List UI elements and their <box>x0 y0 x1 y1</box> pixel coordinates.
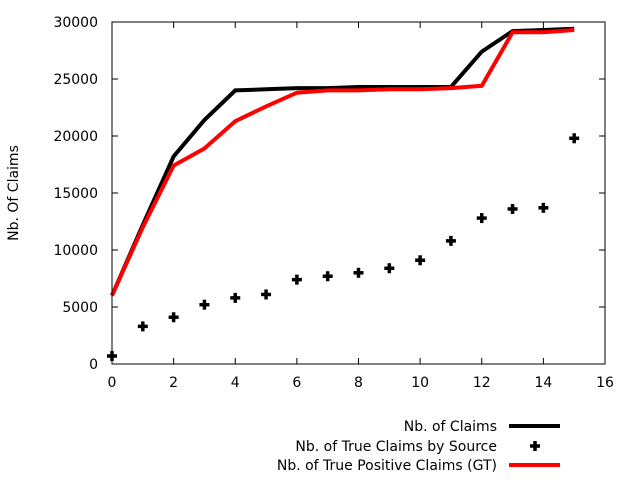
y-tick-label: 10000 <box>53 243 98 259</box>
scatter-point <box>168 312 179 323</box>
scatter-point <box>384 263 395 274</box>
y-axis-label: Nb. Of Claims <box>6 145 22 241</box>
scatter-point <box>569 133 580 144</box>
series-line-2 <box>110 28 575 297</box>
legend-swatch-point <box>530 441 540 451</box>
scatter-point <box>291 274 302 285</box>
x-tick-label: 12 <box>473 375 491 391</box>
y-tick-label: 15000 <box>53 186 98 202</box>
legend-label: Nb. of True Claims by Source <box>295 439 497 455</box>
scatter-point <box>415 255 426 266</box>
scatter-point <box>538 202 549 213</box>
legend-label: Nb. of Claims <box>404 419 497 435</box>
plot-frame <box>111 21 606 365</box>
x-tick-label: 2 <box>169 375 178 391</box>
x-tick-label: 10 <box>411 375 429 391</box>
y-tick-label: 30000 <box>53 15 98 31</box>
scatter-point <box>353 267 364 278</box>
tick-layer: 0 5000 10000 15000 20000 25000 30000 0 2 4 6 8 10 12 1… <box>53 15 614 391</box>
x-tick-label: 0 <box>108 375 117 391</box>
scatter-point <box>261 289 272 300</box>
y-tick-label: 25000 <box>53 72 98 88</box>
x-tick-label: 16 <box>596 375 614 391</box>
y-tick-label: 20000 <box>53 129 98 145</box>
legend: Nb. of Claims Nb. of True Claims by Sourc… <box>277 419 560 474</box>
x-tick-label: 8 <box>354 375 363 391</box>
scatter-point <box>476 213 487 224</box>
x-tick-label: 14 <box>534 375 552 391</box>
x-tick-label: 4 <box>231 375 240 391</box>
scatter-point <box>230 292 241 303</box>
series-layer <box>107 26 580 362</box>
scatter-point <box>199 299 210 310</box>
legend-label: Nb. of True Positive Claims (GT) <box>277 458 497 474</box>
x-tick-label: 6 <box>292 375 301 391</box>
y-tick-label: 0 <box>89 357 98 373</box>
scatter-point <box>322 271 333 282</box>
y-tick-label: 5000 <box>62 300 98 316</box>
scatter-point <box>445 235 456 246</box>
scatter-point <box>507 203 518 214</box>
series-line-0 <box>110 26 575 297</box>
scatter-point <box>137 321 148 332</box>
